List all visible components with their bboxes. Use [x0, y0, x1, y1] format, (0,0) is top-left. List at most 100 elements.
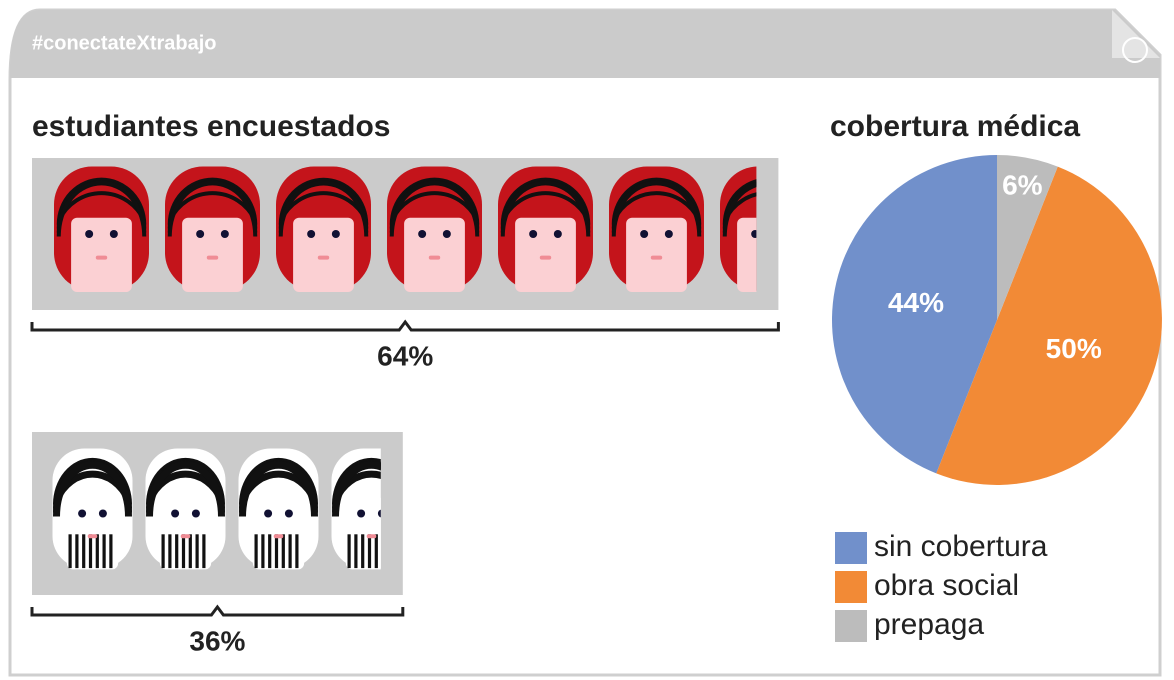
face [293, 217, 354, 293]
beard-stripe [75, 534, 79, 569]
pie-slice [936, 166, 1162, 485]
beard-stripe [354, 534, 358, 569]
hair-stripe [722, 182, 757, 237]
beard-stripe [295, 534, 299, 569]
beard-stripe [102, 534, 106, 569]
beard-stripe [202, 534, 206, 569]
eye [331, 230, 340, 238]
slice-label: 6% [1002, 169, 1043, 200]
hair-stripe [53, 461, 132, 517]
hair-stripe [332, 461, 381, 517]
eye [191, 509, 200, 518]
value-label: 64% [377, 340, 433, 371]
bracket [30, 319, 780, 332]
face [182, 217, 243, 293]
legend-swatch [835, 571, 867, 603]
eye [529, 230, 538, 238]
hair-stripe [500, 180, 591, 237]
beard-stripe [88, 534, 93, 569]
beard-stripe [254, 534, 258, 569]
face [71, 217, 132, 293]
beard-stripe [95, 534, 99, 569]
hair-stripe [239, 461, 318, 517]
eye [171, 509, 180, 518]
mouth [95, 255, 108, 260]
hair-stripe [56, 180, 147, 237]
eye [442, 230, 451, 238]
eye [640, 230, 649, 238]
pie-slice [832, 155, 997, 474]
mouth [206, 255, 219, 260]
beard-stripe [274, 534, 279, 569]
eye [220, 230, 229, 238]
beard-stripe [281, 534, 285, 569]
beard-stripe [168, 534, 172, 569]
eye [664, 230, 673, 238]
eye [264, 509, 273, 518]
beard-stripe [82, 534, 86, 569]
header-band [10, 10, 1160, 78]
beard-stripe [288, 534, 292, 569]
mouth [180, 534, 191, 539]
eye [78, 509, 87, 518]
mouth [87, 534, 98, 539]
face [515, 217, 576, 293]
beard-stripe [347, 534, 351, 569]
mouth [428, 255, 441, 260]
mouth [539, 255, 552, 260]
hair-stripe [146, 461, 225, 517]
legend-swatch [835, 532, 867, 564]
hair-stripe [278, 180, 369, 237]
beard-stripe [268, 534, 272, 569]
mouth [650, 255, 663, 260]
beard-stripe [109, 534, 113, 569]
legend-label: obra social [874, 569, 1019, 602]
hair-stripe [611, 180, 702, 237]
legend-label: prepaga [874, 608, 984, 641]
slice-label: 50% [1046, 333, 1102, 364]
legend-label: sin cobertura [874, 530, 1048, 563]
eye [98, 509, 107, 518]
eye [307, 230, 316, 238]
beard-stripe [161, 534, 165, 569]
pictogram-title: estudiantes encuestados [32, 110, 390, 143]
beard-stripe [68, 534, 72, 569]
face [626, 217, 687, 293]
eye [751, 230, 757, 238]
beard-stripe [188, 534, 192, 569]
mouth [366, 534, 377, 539]
value-label: 36% [189, 625, 245, 656]
eye [284, 509, 293, 518]
bracket [30, 604, 405, 617]
beard-stripe [374, 534, 378, 569]
icon-strip [54, 166, 757, 293]
eye [418, 230, 427, 238]
mouth [317, 255, 330, 260]
eye [377, 509, 381, 518]
icon-strip [52, 448, 381, 570]
mouth [273, 534, 284, 539]
eye [553, 230, 562, 238]
hair-stripe [167, 180, 258, 237]
pie-title: cobertura médica [830, 110, 1080, 143]
beard-stripe [361, 534, 365, 569]
beard-stripe [175, 534, 179, 569]
pie-slice [997, 155, 1058, 320]
eye [85, 230, 94, 238]
beard-stripe [181, 534, 186, 569]
legend-swatch [835, 610, 867, 642]
face [404, 217, 465, 293]
beard-stripe [367, 534, 372, 569]
hair-stripe [389, 180, 480, 237]
header-tag: #conectateXtrabajo [32, 32, 217, 54]
logo [1122, 37, 1148, 63]
slice-label: 44% [888, 287, 944, 318]
face [737, 217, 757, 293]
beard-stripe [261, 534, 265, 569]
eye [357, 509, 366, 518]
eye [196, 230, 205, 238]
eye [109, 230, 118, 238]
beard-stripe [195, 534, 199, 569]
